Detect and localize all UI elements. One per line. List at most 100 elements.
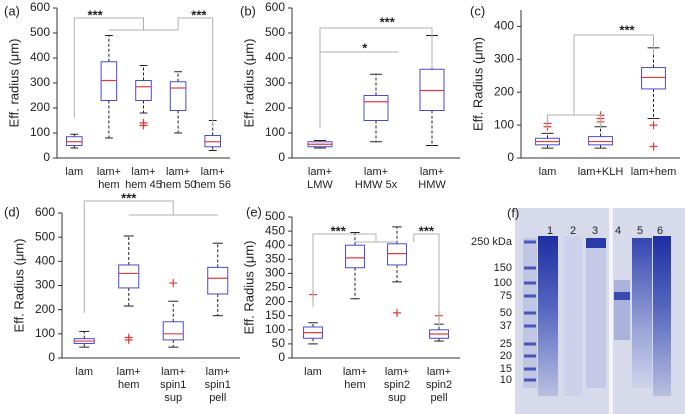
x-tick-label: lam: [539, 166, 557, 178]
x-tick-label: lam+ HMW: [418, 166, 446, 191]
outlier: [139, 119, 148, 127]
panel-label: (c): [470, 3, 485, 18]
x-tick-label: lam+ hem 50: [160, 166, 197, 191]
significance-label: ***: [419, 223, 435, 238]
marker-label: 100: [494, 277, 512, 289]
marker-label: 50: [500, 307, 512, 319]
box: [118, 264, 140, 289]
marker-label: 250 kDa: [471, 236, 513, 248]
marker-label: 15: [500, 363, 512, 375]
box: [345, 244, 365, 269]
y-tick-label: 0: [507, 150, 514, 164]
y-tick-label: 600: [265, 0, 285, 14]
gel-image: [515, 208, 685, 414]
y-tick-label: 450: [265, 223, 285, 237]
significance-label: *: [362, 40, 368, 55]
ladder-band: [524, 311, 536, 315]
y-tick-label: 0: [43, 150, 50, 164]
marker-label: 150: [494, 262, 512, 274]
panel-label: (a): [4, 3, 20, 18]
significance-bracket: [83, 200, 174, 313]
y-tick-label: 200: [30, 100, 50, 114]
y-tick-label: 300: [265, 266, 285, 280]
ladder-band: [524, 294, 536, 298]
ladder-band: [524, 240, 536, 244]
x-tick-label: lam+hem: [343, 366, 367, 391]
y-tick-label: 0: [278, 150, 285, 164]
y-tick-label: 200: [265, 294, 285, 308]
box: [387, 243, 407, 266]
significance-label: ***: [121, 190, 137, 205]
marker-label: 25: [500, 338, 512, 350]
marker-label: 20: [500, 350, 512, 362]
significance-label: ***: [191, 7, 207, 22]
x-tick-label: lam+ hem 56: [194, 166, 231, 191]
y-tick-label: 400: [265, 50, 285, 64]
significance-bracket: [547, 114, 601, 128]
lane-label: 1: [547, 225, 553, 237]
ladder-band: [524, 324, 536, 328]
y-tick-label: 500: [265, 25, 285, 39]
y-tick-label: 200: [265, 100, 285, 114]
x-tick-label: lam+ hem 45: [125, 166, 162, 191]
x-tick-label: lam+KLH: [578, 166, 624, 178]
y-tick-label: 300: [494, 52, 514, 66]
outlier: [169, 279, 178, 288]
significance-bracket: [319, 27, 433, 128]
box: [169, 81, 187, 111]
x-tick-label: lam+hem: [117, 366, 141, 391]
y-axis-label: Eff. radius (μm): [241, 39, 256, 128]
box: [204, 135, 221, 148]
outlier: [393, 308, 401, 317]
y-axis-label: Eff. Radius (μm): [11, 239, 26, 333]
lane-label: 5: [637, 225, 643, 237]
x-tick-label: lam+hem: [631, 166, 677, 178]
y-axis-label: Eff. radius (μm): [6, 39, 21, 128]
y-tick-label: 200: [35, 302, 55, 316]
y-axis-label: Eff. Radius (μm): [470, 37, 485, 131]
y-tick-label: 600: [35, 205, 55, 219]
lane-label: 2: [570, 225, 576, 237]
ladder-band: [524, 342, 536, 346]
outlier: [649, 121, 658, 130]
marker-label: 10: [500, 374, 512, 386]
ladder-band: [524, 281, 536, 285]
ladder-band: [524, 354, 536, 358]
ladder-band: [524, 378, 536, 382]
y-tick-label: 0: [48, 350, 55, 364]
y-tick-label: 100: [494, 117, 514, 131]
significance-bracket: [73, 17, 144, 118]
x-tick-label: lam: [65, 166, 83, 178]
box: [207, 266, 229, 295]
y-tick-label: 100: [35, 326, 55, 340]
box: [588, 136, 613, 146]
y-tick-label: 250: [265, 280, 285, 294]
significance-bracket: [573, 34, 654, 115]
significance-label: ***: [619, 22, 635, 37]
significance-bracket: [413, 233, 440, 327]
y-tick-label: 500: [35, 229, 55, 243]
ladder-band: [524, 266, 536, 270]
box: [135, 80, 152, 101]
y-tick-label: 400: [30, 50, 50, 64]
lane-label: 4: [615, 225, 621, 237]
y-tick-label: 100: [265, 125, 285, 139]
y-axis-label: Eff. Radius (μm): [241, 241, 256, 335]
x-tick-label: lam+ HMW 5x: [355, 166, 398, 191]
y-tick-label: 300: [35, 278, 55, 292]
y-tick-label: 500: [30, 25, 50, 39]
significance-bracket: [177, 17, 214, 126]
marker-label: 75: [500, 290, 512, 302]
y-tick-label: 0: [278, 350, 285, 364]
x-tick-label: lam+ spin2 sup: [384, 366, 410, 404]
y-tick-label: 400: [265, 237, 285, 251]
y-tick-label: 200: [494, 84, 514, 98]
panel-label: (b): [240, 3, 256, 18]
box: [162, 321, 184, 341]
box: [363, 95, 389, 121]
significance-label: ***: [87, 7, 103, 22]
x-tick-label: lam+hem: [97, 166, 121, 191]
outlier: [649, 142, 658, 151]
